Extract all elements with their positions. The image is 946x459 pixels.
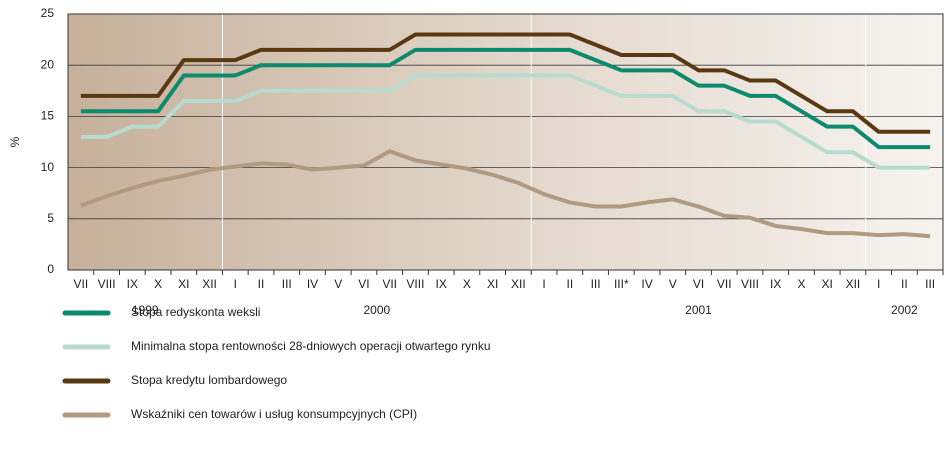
x-tick-label: V — [669, 277, 677, 291]
x-tick-label: I — [877, 277, 880, 291]
series-line — [80, 149, 931, 239]
x-tick-label: XI — [487, 277, 498, 291]
plot-frame — [67, 13, 944, 271]
x-tick-label: II — [258, 277, 265, 291]
x-tick-label: VIII — [98, 277, 116, 291]
legend-label: Wskaźniki cen towarów i usług konsumpcyj… — [131, 407, 417, 421]
x-tick-label: VI — [693, 277, 704, 291]
x-tick-label: I — [542, 277, 545, 291]
x-tick-label: XII — [846, 277, 861, 291]
x-tick-label: XII — [202, 277, 217, 291]
x-tick-label: VIII — [406, 277, 424, 291]
x-tick-label: VII — [382, 277, 397, 291]
x-tick-label: IV — [307, 277, 318, 291]
series-line — [80, 73, 931, 170]
y-tick-label: 20 — [41, 57, 55, 71]
x-tick-label: X — [463, 277, 471, 291]
x-tick-label: X — [797, 277, 805, 291]
x-tick-label: III — [925, 277, 935, 291]
series-line — [80, 47, 931, 150]
y-tick-label: 5 — [47, 211, 54, 225]
x-tick-label: IX — [435, 277, 446, 291]
x-tick-label: VII — [74, 277, 89, 291]
x-tick-label: X — [154, 277, 162, 291]
legend-label: Stopa redyskonta weksli — [131, 305, 260, 319]
x-tick-label: V — [334, 277, 342, 291]
x-tick-label: VIII — [741, 277, 759, 291]
x-tick-label: VII — [717, 277, 732, 291]
x-tick-label: XII — [511, 277, 526, 291]
y-tick-label: 10 — [41, 160, 55, 174]
x-tick-label: XI — [178, 277, 189, 291]
y-axis-label: % — [8, 136, 22, 147]
x-tick-label: IX — [770, 277, 781, 291]
y-tick-label: 0 — [47, 262, 54, 276]
y-tick-label: 15 — [41, 109, 55, 123]
series-line — [80, 32, 931, 134]
y-tick-label: 25 — [41, 6, 55, 20]
year-label: 2002 — [891, 303, 918, 317]
x-tick-label: III* — [614, 277, 629, 291]
year-label: 2001 — [685, 303, 712, 317]
x-tick-label: II — [567, 277, 574, 291]
legend-label: Minimalna stopa rentowności 28-dniowych … — [131, 339, 491, 353]
x-tick-label: XI — [822, 277, 833, 291]
x-tick-label: IV — [641, 277, 652, 291]
x-tick-label: III — [282, 277, 292, 291]
x-tick-label: I — [234, 277, 237, 291]
x-tick-label: II — [901, 277, 908, 291]
x-tick-label: III — [591, 277, 601, 291]
x-tick-label: IX — [127, 277, 138, 291]
x-tick-label: VI — [358, 277, 369, 291]
year-label: 2000 — [363, 303, 390, 317]
legend-label: Stopa kredytu lombardowego — [131, 373, 287, 387]
year-label: 1999 — [132, 303, 159, 317]
